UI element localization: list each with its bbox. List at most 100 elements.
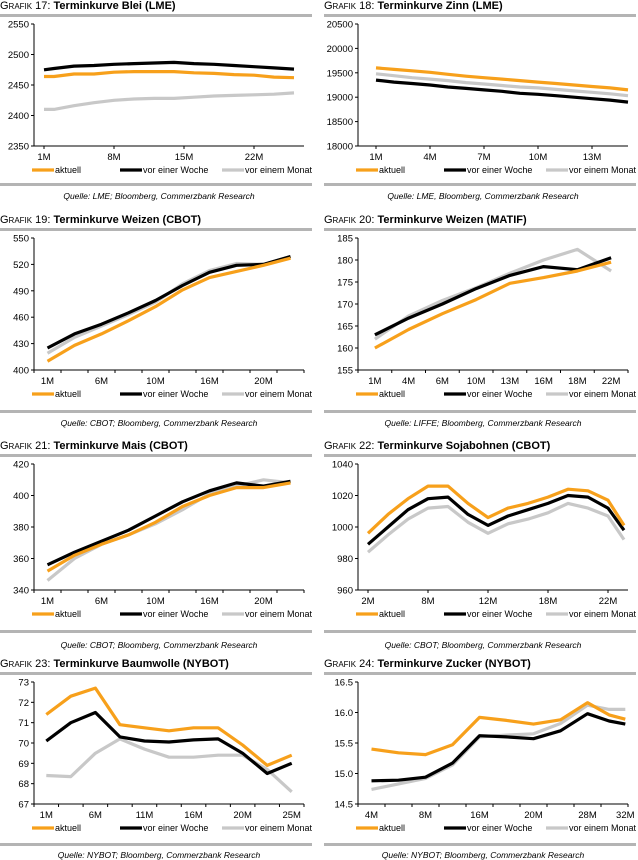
x-tick-label: 10M (529, 152, 548, 163)
x-tick-label: 4M (365, 810, 378, 821)
chart-title: Grafik 18: Terminkurve Zinn (LME) (324, 0, 503, 12)
line-chart: 340 360 380 400 420 1M 6M 10M 16M 20M aktuell vor e… (13, 460, 312, 620)
x-tick-label: 20M (233, 810, 252, 821)
y-tick-label: 1000 (332, 523, 353, 534)
legend-label-vor-einer-woche: vor einer Woche (143, 823, 208, 833)
y-tick-label: 67 (18, 800, 29, 811)
x-tick-label: 22M (599, 596, 618, 607)
x-tick-label: 25M (282, 810, 301, 821)
y-tick-label: 19000 (327, 93, 353, 104)
chart-title: Grafik 19: Terminkurve Weizen (CBOT) (0, 214, 201, 226)
x-tick-label: 6M (95, 376, 108, 387)
legend-label-aktuell: aktuell (55, 609, 81, 619)
chart-title-text: Terminkurve Zinn (LME) (377, 0, 503, 12)
y-tick-label: 2550 (8, 20, 29, 31)
y-tick-label: 16.0 (335, 708, 354, 719)
x-tick-label: 8M (419, 810, 432, 821)
x-tick-label: 8M (107, 152, 120, 163)
legend-label-vor-einer-woche: vor einer Woche (467, 609, 532, 619)
chart-source: Quelle: CBOT; Bloomberg, Commerzbank Res… (60, 418, 258, 428)
y-tick-label: 550 (13, 234, 29, 245)
chart-source: Quelle: LIFFE; Bloomberg, Commerzbank Re… (384, 418, 582, 428)
y-tick-label: 165 (337, 322, 353, 333)
series-line-vor-einer-woche (46, 479, 291, 567)
chart-source: Quelle: NYBOT; Bloomberg, Commerzbank Re… (381, 850, 585, 860)
y-tick-label: 400 (13, 366, 29, 377)
legend-label-aktuell: aktuell (55, 165, 81, 175)
legend-label-vor-einem-monat: vor einem Monat (245, 165, 313, 175)
chart-title: Grafik 24: Terminkurve Zucker (NYBOT) (324, 658, 531, 670)
series-line-vor-einer-woche (374, 256, 612, 337)
x-tick-label: 6M (89, 810, 102, 821)
y-tick-label: 69 (18, 759, 29, 770)
y-tick-label: 980 (337, 554, 353, 565)
chart-panel-23: Grafik 23: Terminkurve Baumwolle (NYBOT)… (0, 658, 318, 860)
x-tick-label: 11M (136, 810, 154, 821)
series-line-vor-einem-monat (371, 703, 626, 791)
chart-number: Grafik 17: (0, 0, 51, 12)
chart-number: Grafik 20: (324, 214, 375, 226)
y-tick-label: 70 (18, 739, 29, 750)
x-tick-label: 12M (479, 596, 498, 607)
series-line-aktuell (371, 701, 626, 757)
y-tick-label: 160 (337, 344, 353, 355)
series-line-vor-einem-monat (46, 478, 291, 582)
title-rule (324, 454, 636, 457)
series-line-aktuell (366, 484, 626, 535)
y-tick-label: 185 (337, 234, 353, 245)
x-tick-label: 13M (583, 152, 602, 163)
chart-number: Grafik 24: (324, 658, 375, 670)
legend-label-vor-einer-woche: vor einer Woche (467, 165, 532, 175)
x-tick-label: 16M (534, 376, 553, 387)
title-rule (324, 672, 636, 675)
chart-title: Grafik 20: Terminkurve Weizen (MATIF) (324, 214, 527, 226)
series-line-vor-einem-monat (375, 72, 629, 98)
bottom-rule (0, 183, 312, 186)
series-line-vor-einem-monat (366, 501, 626, 554)
y-tick-label: 520 (13, 260, 29, 271)
y-tick-label: 72 (18, 698, 29, 709)
y-tick-label: 2350 (8, 142, 29, 153)
y-tick-label: 175 (337, 278, 353, 289)
y-tick-label: 170 (337, 300, 353, 311)
chart-panel-21: Grafik 21: Terminkurve Mais (CBOT) 340 36… (0, 440, 318, 650)
chart-title: Grafik 21: Terminkurve Mais (CBOT) (0, 440, 188, 452)
chart-title: Grafik 22: Terminkurve Sojabohnen (CBOT) (324, 440, 550, 452)
series-line-vor-einer-woche (46, 254, 291, 350)
x-tick-label: 4M (402, 376, 415, 387)
x-tick-label: 20M (524, 810, 543, 821)
legend-label-aktuell: aktuell (379, 823, 405, 833)
bottom-rule (324, 183, 636, 186)
legend-label-vor-einem-monat: vor einem Monat (569, 165, 637, 175)
series-line-vor-einer-woche (45, 710, 293, 776)
chart-title-text: Terminkurve Weizen (CBOT) (53, 214, 202, 226)
title-rule (324, 228, 636, 231)
x-tick-label: 10M (146, 596, 165, 607)
legend-label-aktuell: aktuell (55, 823, 81, 833)
x-tick-label: 22M (602, 376, 621, 387)
line-chart: 18000 18500 19000 19500 20000 20500 1M 4M 7M 10M 1… (327, 20, 637, 176)
chart-number: Grafik 22: (324, 440, 375, 452)
line-chart: 400 430 460 490 520 550 1M 6M 10M 16M 20M aktuell vo… (13, 234, 312, 400)
chart-panel-22: Grafik 22: Terminkurve Sojabohnen (CBOT)… (324, 440, 638, 650)
chart-title-text: Terminkurve Zucker (NYBOT) (377, 658, 531, 670)
y-tick-label: 2500 (8, 50, 29, 61)
chart-title-text: Terminkurve Baumwolle (NYBOT) (53, 658, 229, 670)
line-chart: 960 980 1000 1020 1040 2M 8M 12M 18M 22M aktuell vo… (332, 460, 637, 620)
legend-label-vor-einem-monat: vor einem Monat (569, 823, 637, 833)
legend-label-vor-einer-woche: vor einer Woche (143, 389, 208, 399)
series-line-aktuell (46, 256, 291, 363)
chart-number: Grafik 23: (0, 658, 51, 670)
y-tick-label: 155 (337, 366, 353, 377)
legend-label-vor-einer-woche: vor einer Woche (143, 609, 208, 619)
y-tick-label: 18500 (327, 117, 353, 128)
y-tick-label: 360 (13, 554, 29, 565)
x-tick-label: 15M (175, 152, 194, 163)
y-tick-label: 71 (18, 718, 29, 729)
series-line-vor-einer-woche (366, 493, 626, 546)
chart-panel-18: Grafik 18: Terminkurve Zinn (LME) 18000 1… (324, 0, 638, 205)
title-rule (324, 14, 636, 17)
y-tick-label: 430 (13, 339, 29, 350)
y-tick-label: 20000 (327, 44, 353, 55)
x-tick-label: 16M (470, 810, 489, 821)
